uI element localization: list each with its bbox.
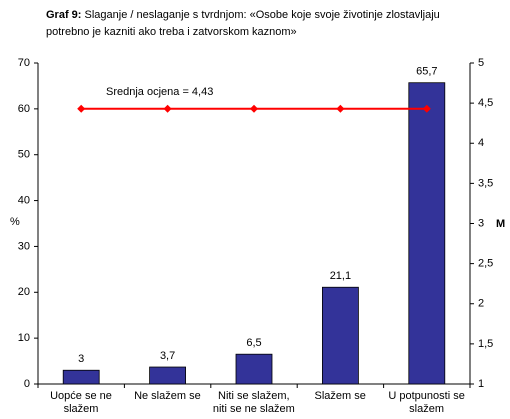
value-label: 3 — [78, 353, 84, 365]
title-block: Graf 9: Slaganje / neslaganje s tvrdnjom… — [46, 7, 486, 41]
x-tick-label: Uopće se ne slažem — [50, 390, 112, 415]
y-tick-label: 50 — [18, 149, 30, 161]
y2-tick-label: 1 — [478, 378, 484, 390]
bar — [235, 353, 273, 385]
chart-subtitle: Slaganje / neslaganje s tvrdnjom: «Osobe… — [46, 9, 440, 38]
y2-tick-label: 2,5 — [478, 258, 493, 270]
y-tick-label: 20 — [18, 286, 30, 298]
bar — [149, 366, 187, 385]
bar — [408, 82, 446, 385]
y2-tick-label: 5 — [478, 57, 484, 69]
y-axis-label: % — [10, 216, 20, 228]
y2-tick-label: 3 — [478, 217, 484, 229]
y-tick-label: 60 — [18, 103, 30, 115]
y2-tick-label: 4,5 — [478, 97, 493, 109]
y2-tick-label: 2 — [478, 298, 484, 310]
x-tick-label: U potpunosti se slažem — [388, 390, 465, 415]
bar — [321, 286, 359, 385]
y2-axis-label: M — [496, 218, 505, 230]
y-tick-label: 30 — [18, 240, 30, 252]
y2-tick-label: 4 — [478, 137, 484, 149]
y-tick-label: 0 — [24, 378, 30, 390]
y2-tick-label: 3,5 — [478, 177, 493, 189]
value-label: 3,7 — [160, 350, 175, 362]
annotation: Srednja ocjena = 4,43 — [106, 86, 213, 98]
line-marker — [163, 104, 172, 113]
x-tick-label: Ne slažem se — [134, 390, 201, 402]
y-tick-label: 70 — [18, 57, 30, 69]
line-marker — [336, 104, 345, 113]
y-tick-label: 10 — [18, 332, 30, 344]
line-marker — [77, 104, 86, 113]
chart-title: Graf 9: — [46, 9, 82, 21]
value-label: 21,1 — [330, 270, 351, 282]
y-tick-label: 40 — [18, 194, 30, 206]
value-label: 6,5 — [246, 337, 261, 349]
y2-tick-label: 1,5 — [478, 338, 493, 350]
line-marker — [422, 104, 431, 113]
value-label: 65,7 — [416, 66, 437, 78]
x-tick-label: Slažem se — [314, 390, 366, 402]
x-tick-label: Niti se slažem, niti se ne slažem — [212, 390, 295, 415]
line-marker — [250, 104, 258, 113]
bar — [62, 369, 100, 385]
